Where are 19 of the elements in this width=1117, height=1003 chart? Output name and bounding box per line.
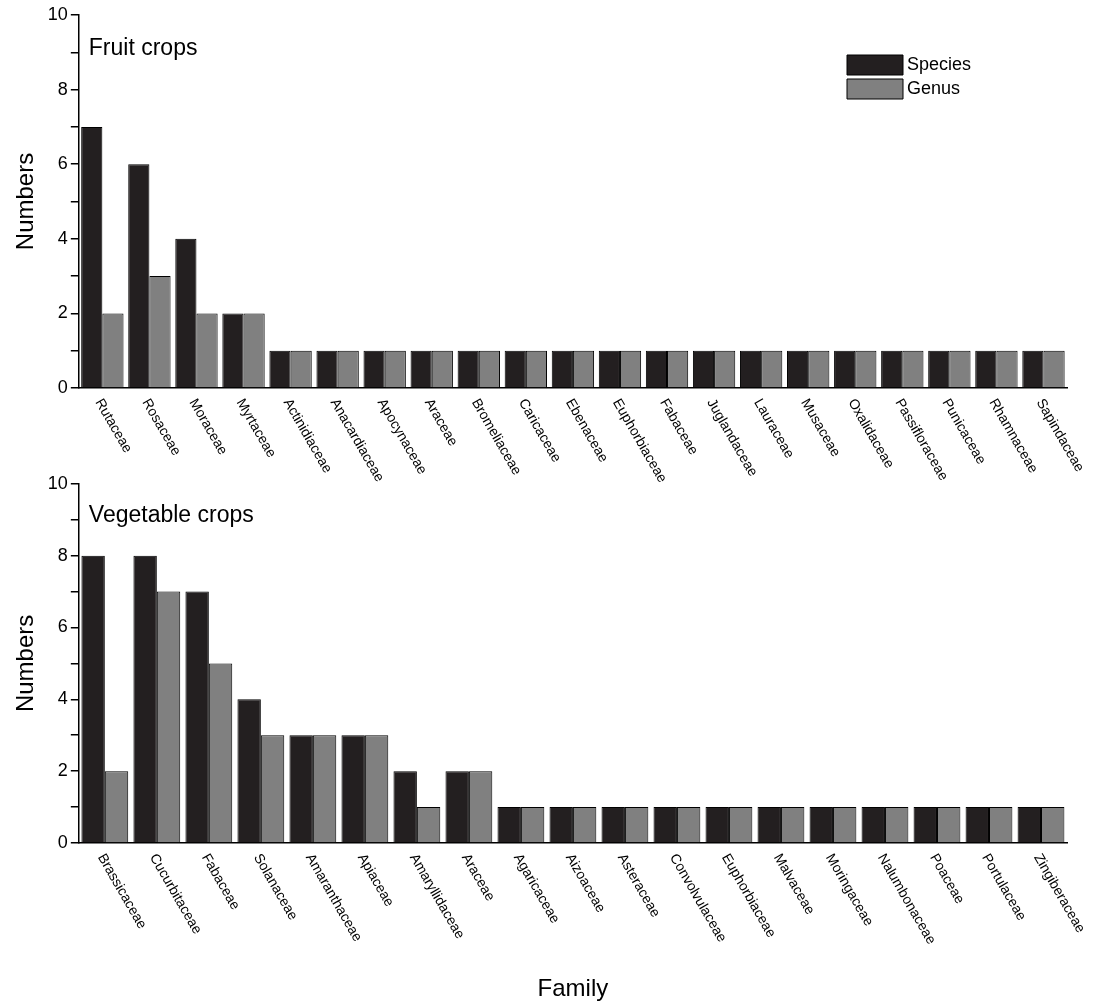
y-tick-label: 0	[57, 831, 68, 852]
legend-label: Genus	[907, 77, 961, 98]
x-axis-title: Family	[537, 973, 609, 1001]
y-tick-label: 10	[47, 3, 68, 24]
text: Vegetable crops	[88, 501, 254, 528]
y-tick-label: 6	[57, 616, 68, 637]
y-tick-label: 4	[57, 688, 68, 709]
y-tick-label: 8	[57, 78, 68, 99]
y-tick-label: 10	[47, 472, 68, 493]
y-tick-label: 8	[57, 544, 68, 565]
y-tick-label: 2	[57, 760, 68, 781]
legend-label: Species	[907, 53, 972, 74]
y-tick-label: 0	[57, 376, 68, 397]
y-tick-label: 2	[57, 302, 68, 323]
y-tick-label: 4	[57, 227, 68, 248]
text: Fruit crops	[88, 34, 198, 61]
y-axis-title: Numbers	[11, 614, 39, 713]
y-tick-label: 6	[57, 153, 68, 174]
y-axis-title: Numbers	[11, 152, 39, 251]
